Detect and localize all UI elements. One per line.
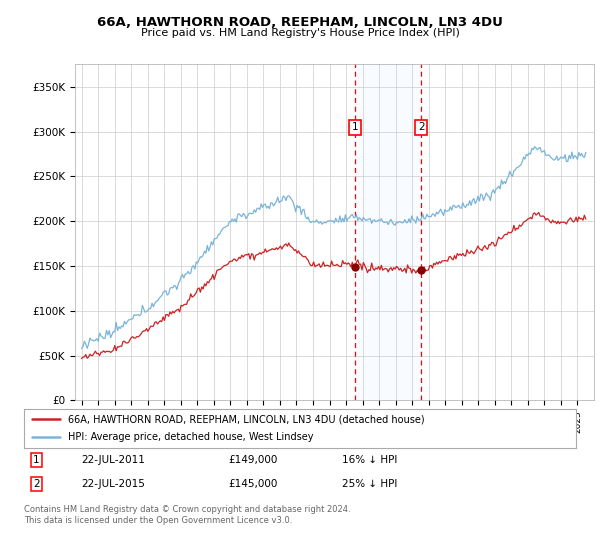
Text: HPI: Average price, detached house, West Lindsey: HPI: Average price, detached house, West… (68, 432, 314, 442)
Text: 66A, HAWTHORN ROAD, REEPHAM, LINCOLN, LN3 4DU (detached house): 66A, HAWTHORN ROAD, REEPHAM, LINCOLN, LN… (68, 414, 425, 424)
Text: 2: 2 (33, 479, 40, 489)
Text: 22-JUL-2015: 22-JUL-2015 (81, 479, 145, 489)
Text: £149,000: £149,000 (228, 455, 277, 465)
Text: Price paid vs. HM Land Registry's House Price Index (HPI): Price paid vs. HM Land Registry's House … (140, 28, 460, 38)
Text: 1: 1 (352, 122, 358, 132)
Text: 2: 2 (418, 122, 425, 132)
Text: £145,000: £145,000 (228, 479, 277, 489)
Text: 25% ↓ HPI: 25% ↓ HPI (342, 479, 397, 489)
Text: Contains HM Land Registry data © Crown copyright and database right 2024.
This d: Contains HM Land Registry data © Crown c… (24, 505, 350, 525)
Text: 66A, HAWTHORN ROAD, REEPHAM, LINCOLN, LN3 4DU: 66A, HAWTHORN ROAD, REEPHAM, LINCOLN, LN… (97, 16, 503, 29)
Text: 22-JUL-2011: 22-JUL-2011 (81, 455, 145, 465)
Text: 16% ↓ HPI: 16% ↓ HPI (342, 455, 397, 465)
Bar (355, 64, 421, 400)
Text: 1: 1 (33, 455, 40, 465)
